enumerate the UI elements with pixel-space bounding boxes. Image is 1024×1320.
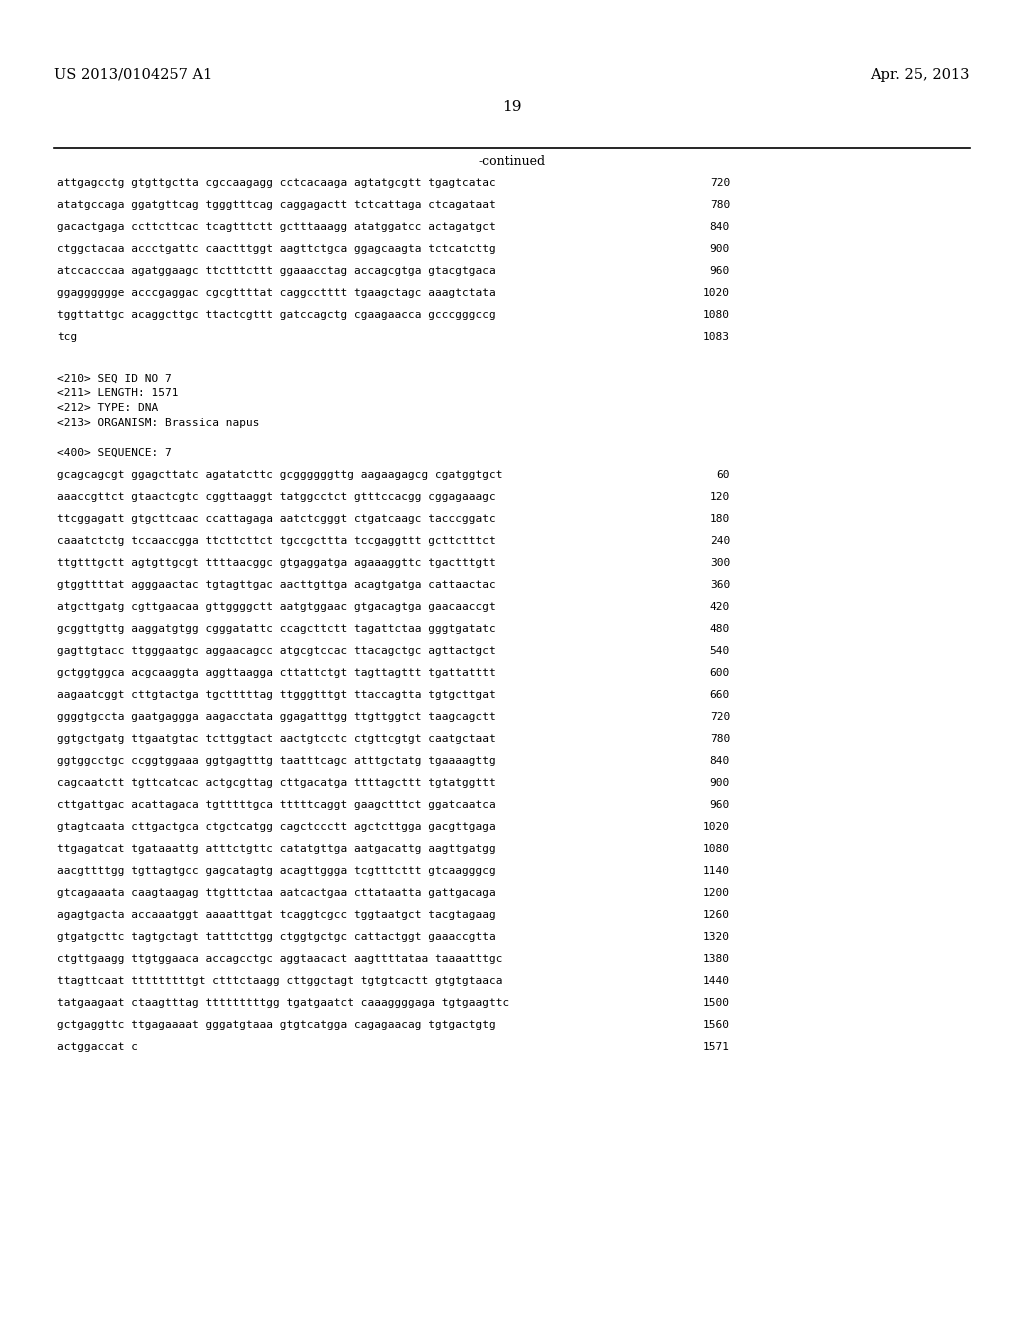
Text: 1080: 1080: [703, 843, 730, 854]
Text: 360: 360: [710, 579, 730, 590]
Text: actggaccat c: actggaccat c: [57, 1041, 138, 1052]
Text: 1571: 1571: [703, 1041, 730, 1052]
Text: <212> TYPE: DNA: <212> TYPE: DNA: [57, 403, 159, 413]
Text: 1320: 1320: [703, 932, 730, 942]
Text: 960: 960: [710, 800, 730, 810]
Text: 480: 480: [710, 624, 730, 634]
Text: gtcagaaata caagtaagag ttgtttctaa aatcactgaa cttataatta gattgacaga: gtcagaaata caagtaagag ttgtttctaa aatcact…: [57, 888, 496, 898]
Text: 1080: 1080: [703, 310, 730, 319]
Text: 1260: 1260: [703, 909, 730, 920]
Text: 840: 840: [710, 756, 730, 766]
Text: 120: 120: [710, 492, 730, 502]
Text: 840: 840: [710, 222, 730, 232]
Text: gcagcagcgt ggagcttatc agatatcttc gcggggggttg aagaagagcg cgatggtgct: gcagcagcgt ggagcttatc agatatcttc gcggggg…: [57, 470, 503, 480]
Text: 780: 780: [710, 734, 730, 744]
Text: atatgccaga ggatgttcag tgggtttcag caggagactt tctcattaga ctcagataat: atatgccaga ggatgttcag tgggtttcag caggaga…: [57, 201, 496, 210]
Text: ggagggggge acccgaggac cgcgttttat caggcctttt tgaagctagc aaagtctata: ggagggggge acccgaggac cgcgttttat caggcct…: [57, 288, 496, 298]
Text: 540: 540: [710, 645, 730, 656]
Text: 1140: 1140: [703, 866, 730, 876]
Text: ggtgctgatg ttgaatgtac tcttggtact aactgtcctc ctgttcgtgt caatgctaat: ggtgctgatg ttgaatgtac tcttggtact aactgtc…: [57, 734, 496, 744]
Text: 240: 240: [710, 536, 730, 546]
Text: gcggttgttg aaggatgtgg cgggatattc ccagcttctt tagattctaa gggtgatatc: gcggttgttg aaggatgtgg cgggatattc ccagctt…: [57, 624, 496, 634]
Text: 1500: 1500: [703, 998, 730, 1008]
Text: 60: 60: [717, 470, 730, 480]
Text: tatgaagaat ctaagtttag tttttttttgg tgatgaatct caaaggggaga tgtgaagttc: tatgaagaat ctaagtttag tttttttttgg tgatga…: [57, 998, 509, 1008]
Text: caaatctctg tccaaccgga ttcttcttct tgccgcttta tccgaggttt gcttctttct: caaatctctg tccaaccgga ttcttcttct tgccgct…: [57, 536, 496, 546]
Text: 1560: 1560: [703, 1020, 730, 1030]
Text: tcg: tcg: [57, 333, 77, 342]
Text: <213> ORGANISM: Brassica napus: <213> ORGANISM: Brassica napus: [57, 417, 259, 428]
Text: ttagttcaat tttttttttgt ctttctaagg cttggctagt tgtgtcactt gtgtgtaaca: ttagttcaat tttttttttgt ctttctaagg cttggc…: [57, 975, 503, 986]
Text: 1380: 1380: [703, 954, 730, 964]
Text: agagtgacta accaaatggt aaaatttgat tcaggtcgcc tggtaatgct tacgtagaag: agagtgacta accaaatggt aaaatttgat tcaggtc…: [57, 909, 496, 920]
Text: aaaccgttct gtaactcgtc cggttaaggt tatggcctct gtttccacgg cggagaaagc: aaaccgttct gtaactcgtc cggttaaggt tatggcc…: [57, 492, 496, 502]
Text: 660: 660: [710, 690, 730, 700]
Text: 420: 420: [710, 602, 730, 612]
Text: 1020: 1020: [703, 822, 730, 832]
Text: tggttattgc acaggcttgc ttactcgttt gatccagctg cgaagaacca gcccgggccg: tggttattgc acaggcttgc ttactcgttt gatccag…: [57, 310, 496, 319]
Text: ggggtgccta gaatgaggga aagacctata ggagatttgg ttgttggtct taagcagctt: ggggtgccta gaatgaggga aagacctata ggagatt…: [57, 711, 496, 722]
Text: cagcaatctt tgttcatcac actgcgttag cttgacatga ttttagcttt tgtatggttt: cagcaatctt tgttcatcac actgcgttag cttgaca…: [57, 777, 496, 788]
Text: gtgatgcttc tagtgctagt tatttcttgg ctggtgctgc cattactggt gaaaccgtta: gtgatgcttc tagtgctagt tatttcttgg ctggtgc…: [57, 932, 496, 942]
Text: 960: 960: [710, 267, 730, 276]
Text: ttgagatcat tgataaattg atttctgttc catatgttga aatgacattg aagttgatgg: ttgagatcat tgataaattg atttctgttc catatgt…: [57, 843, 496, 854]
Text: 900: 900: [710, 777, 730, 788]
Text: attgagcctg gtgttgctta cgccaagagg cctcacaaga agtatgcgtt tgagtcatac: attgagcctg gtgttgctta cgccaagagg cctcaca…: [57, 178, 496, 187]
Text: 600: 600: [710, 668, 730, 678]
Text: gctggtggca acgcaaggta aggttaagga cttattctgt tagttagttt tgattatttt: gctggtggca acgcaaggta aggttaagga cttattc…: [57, 668, 496, 678]
Text: 1440: 1440: [703, 975, 730, 986]
Text: <210> SEQ ID NO 7: <210> SEQ ID NO 7: [57, 374, 172, 384]
Text: 1200: 1200: [703, 888, 730, 898]
Text: 1083: 1083: [703, 333, 730, 342]
Text: ggtggcctgc ccggtggaaa ggtgagtttg taatttcagc atttgctatg tgaaaagttg: ggtggcctgc ccggtggaaa ggtgagtttg taatttc…: [57, 756, 496, 766]
Text: ctggctacaa accctgattc caactttggt aagttctgca ggagcaagta tctcatcttg: ctggctacaa accctgattc caactttggt aagttct…: [57, 244, 496, 253]
Text: 900: 900: [710, 244, 730, 253]
Text: 180: 180: [710, 513, 730, 524]
Text: aagaatcggt cttgtactga tgctttttag ttgggtttgt ttaccagtta tgtgcttgat: aagaatcggt cttgtactga tgctttttag ttgggtt…: [57, 690, 496, 700]
Text: gacactgaga ccttcttcac tcagtttctt gctttaaagg atatggatcc actagatgct: gacactgaga ccttcttcac tcagtttctt gctttaa…: [57, 222, 496, 232]
Text: 1020: 1020: [703, 288, 730, 298]
Text: ttcggagatt gtgcttcaac ccattagaga aatctcgggt ctgatcaagc tacccggatc: ttcggagatt gtgcttcaac ccattagaga aatctcg…: [57, 513, 496, 524]
Text: 19: 19: [502, 100, 522, 114]
Text: 720: 720: [710, 711, 730, 722]
Text: cttgattgac acattagaca tgtttttgca tttttcaggt gaagctttct ggatcaatca: cttgattgac acattagaca tgtttttgca tttttca…: [57, 800, 496, 810]
Text: -continued: -continued: [478, 154, 546, 168]
Text: US 2013/0104257 A1: US 2013/0104257 A1: [54, 69, 212, 82]
Text: 780: 780: [710, 201, 730, 210]
Text: gtagtcaata cttgactgca ctgctcatgg cagctccctt agctcttgga gacgttgaga: gtagtcaata cttgactgca ctgctcatgg cagctcc…: [57, 822, 496, 832]
Text: <211> LENGTH: 1571: <211> LENGTH: 1571: [57, 388, 178, 399]
Text: ctgttgaagg ttgtggaaca accagcctgc aggtaacact aagttttataa taaaatttgc: ctgttgaagg ttgtggaaca accagcctgc aggtaac…: [57, 954, 503, 964]
Text: 300: 300: [710, 558, 730, 568]
Text: 720: 720: [710, 178, 730, 187]
Text: ttgtttgctt agtgttgcgt ttttaacggc gtgaggatga agaaaggttc tgactttgtt: ttgtttgctt agtgttgcgt ttttaacggc gtgagga…: [57, 558, 496, 568]
Text: atgcttgatg cgttgaacaa gttggggctt aatgtggaac gtgacagtga gaacaaccgt: atgcttgatg cgttgaacaa gttggggctt aatgtgg…: [57, 602, 496, 612]
Text: gagttgtacc ttgggaatgc aggaacagcc atgcgtccac ttacagctgc agttactgct: gagttgtacc ttgggaatgc aggaacagcc atgcgtc…: [57, 645, 496, 656]
Text: <400> SEQUENCE: 7: <400> SEQUENCE: 7: [57, 447, 172, 458]
Text: gctgaggttc ttgagaaaat gggatgtaaa gtgtcatgga cagagaacag tgtgactgtg: gctgaggttc ttgagaaaat gggatgtaaa gtgtcat…: [57, 1020, 496, 1030]
Text: gtggttttat agggaactac tgtagttgac aacttgttga acagtgatga cattaactac: gtggttttat agggaactac tgtagttgac aacttgt…: [57, 579, 496, 590]
Text: aacgttttgg tgttagtgcc gagcatagtg acagttggga tcgtttcttt gtcaagggcg: aacgttttgg tgttagtgcc gagcatagtg acagttg…: [57, 866, 496, 876]
Text: atccacccaa agatggaagc ttctttcttt ggaaacctag accagcgtga gtacgtgaca: atccacccaa agatggaagc ttctttcttt ggaaacc…: [57, 267, 496, 276]
Text: Apr. 25, 2013: Apr. 25, 2013: [870, 69, 970, 82]
